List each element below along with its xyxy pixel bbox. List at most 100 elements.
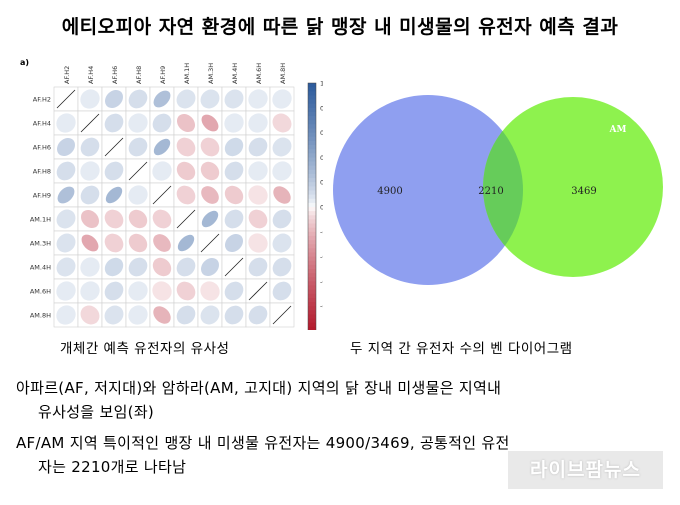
correlation-ellipse [128, 257, 148, 277]
correlation-ellipse [224, 185, 244, 205]
correlation-ellipse [153, 138, 171, 156]
page-title: 에티오피아 자연 환경에 따른 닭 맹장 내 미생물의 유전자 예측 결과 [61, 16, 619, 38]
correlation-ellipse [153, 306, 171, 324]
correlation-ellipse [80, 137, 100, 157]
row-label: AM.6H [30, 288, 51, 296]
body-text-line-2: AF/AM 지역 특이적인 맹장 내 미생물 유전자는 4900/3469, 공… [16, 434, 510, 452]
venn-count-af-only: 4900 [377, 186, 402, 197]
correlation-ellipse [56, 113, 76, 133]
correlation-ellipse [224, 305, 244, 325]
column-label: AF.H9 [159, 66, 167, 84]
colorbar-segment [308, 178, 316, 183]
diagonal-mark [128, 161, 148, 181]
correlation-ellipse [80, 209, 100, 229]
correlation-ellipse [56, 209, 76, 229]
correlation-ellipse [176, 137, 196, 157]
colorbar-segment [308, 95, 316, 101]
colorbar-segment [308, 136, 316, 142]
correlation-ellipse [224, 161, 244, 181]
colorbar-tick-label: 0.4 [320, 154, 323, 162]
colorbar-border [307, 82, 317, 330]
colorbar-tick-label: 0.6 [320, 129, 323, 137]
venn-caption: 두 지역 간 유전자 수의 벤 다이어그램 [350, 341, 573, 357]
colorbar-segment [308, 260, 316, 266]
correlation-ellipse [128, 137, 148, 157]
colorbar-segment [308, 186, 316, 191]
correlation-ellipse [128, 209, 148, 229]
correlation-ellipse [176, 257, 196, 277]
correlation-ellipse [80, 161, 100, 181]
venn-circle-am [483, 97, 663, 277]
correlation-ellipse [128, 185, 148, 205]
diagonal-mark [248, 281, 268, 301]
venn-label-af: AF [342, 116, 357, 126]
watermark-logo: 라이브팜뉴스 [508, 451, 663, 489]
correlation-ellipse [248, 185, 268, 205]
colorbar-segment [308, 111, 316, 117]
colorbar-segment [308, 211, 316, 216]
correlation-ellipse [200, 89, 220, 109]
row-label: AF.H6 [33, 144, 51, 152]
diagonal-mark [224, 257, 244, 277]
colorbar-segment [308, 198, 316, 204]
diagonal-mark [80, 113, 100, 133]
column-label: AF.H2 [63, 66, 71, 84]
correlation-ellipse [152, 209, 172, 229]
colorbar-segment [308, 194, 316, 200]
correlation-ellipse [104, 113, 124, 133]
correlation-caption: 개체간 예측 유전자의 유사성 [60, 341, 230, 357]
matrix-cells [53, 86, 295, 328]
body-text-line-1-cont: 유사성을 보임(좌) [38, 403, 155, 421]
correlation-ellipse [176, 89, 196, 109]
correlation-ellipse [128, 89, 148, 109]
correlation-ellipse [104, 233, 124, 253]
correlation-ellipse [248, 137, 268, 157]
colorbar-tick-label: -0.8 [320, 303, 323, 311]
venn-diagram: AF AM 4900 2210 3469 [333, 95, 663, 285]
correlation-ellipse [56, 281, 76, 301]
row-label: AM.4H [30, 264, 51, 272]
row-label: AF.H4 [33, 120, 51, 128]
correlation-ellipse [152, 257, 172, 277]
colorbar-tick-label: 0 [320, 204, 323, 212]
colorbar-segment [308, 302, 316, 307]
correlation-ellipse [176, 185, 196, 205]
correlation-ellipse [152, 161, 172, 181]
correlation-ellipse [80, 89, 100, 109]
correlation-ellipse [56, 233, 76, 253]
colorbar-tick-label: 1 [320, 80, 323, 88]
colorbar-segment [308, 103, 316, 109]
correlation-ellipse [200, 137, 220, 157]
correlation-ellipse [104, 281, 124, 301]
correlation-ellipse [176, 305, 196, 325]
colorbar-segment [308, 132, 316, 138]
colorbar-segment [308, 190, 316, 196]
colorbar-segment [308, 285, 316, 291]
correlation-ellipse [128, 281, 148, 301]
colorbar-segment [308, 99, 316, 105]
colorbar-segment [308, 169, 316, 175]
colorbar-segment [308, 182, 316, 187]
correlation-ellipse [248, 113, 268, 133]
diagonal-mark [104, 137, 124, 157]
colorbar-segment [308, 149, 316, 154]
colorbar-segment [308, 215, 316, 220]
colorbar-segment [308, 318, 316, 324]
correlation-ellipse [128, 305, 148, 325]
colorbar-segment [308, 227, 316, 233]
correlation-ellipse [200, 305, 220, 325]
colorbar-segment [308, 140, 316, 146]
colorbar: 1 0.8 0.6 0.4 0.2 0 -0.2 -0.4 -0.6 -0.8 -1 [307, 80, 323, 330]
correlation-ellipse [105, 186, 123, 204]
colorbar-segment [308, 87, 316, 92]
colorbar-segment [308, 120, 316, 125]
correlation-ellipse [153, 234, 171, 252]
venn-count-overlap: 2210 [478, 186, 503, 197]
correlation-ellipse [56, 257, 76, 277]
correlation-ellipse [224, 281, 244, 301]
body-text-line-1: 아파르(AF, 저지대)와 암하라(AM, 고지대) 지역의 닭 장내 미생물은… [16, 379, 502, 397]
diagonal-mark [56, 89, 76, 109]
colorbar-segment [308, 165, 316, 171]
correlation-ellipse [224, 113, 244, 133]
correlation-ellipse [273, 186, 291, 204]
